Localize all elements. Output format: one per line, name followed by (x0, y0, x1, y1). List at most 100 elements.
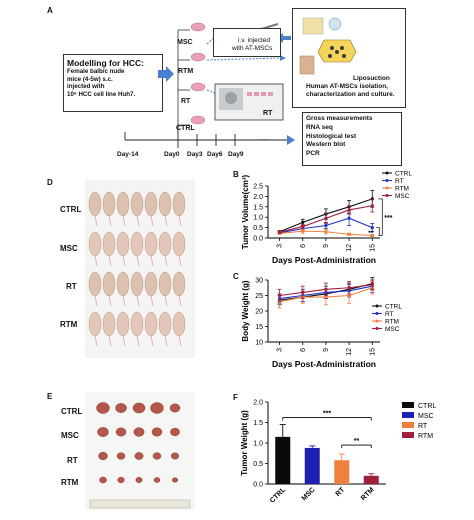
data-point (277, 293, 282, 298)
data-point (324, 230, 328, 234)
mouse-body (130, 271, 144, 297)
bar-ctrl (275, 436, 291, 484)
panel-letter-d: D (47, 178, 53, 187)
y-tick-label: 0.5 (253, 225, 263, 232)
bar-rt (334, 460, 350, 484)
tumor-sample (135, 477, 143, 483)
mouse-body (158, 271, 172, 297)
x-tick-label: 9 (323, 348, 330, 352)
mouse-tail (150, 255, 154, 267)
x-axis-label: Days Post-Administration (272, 359, 376, 369)
mouse-icon (190, 52, 206, 62)
x-tick-label: 6 (300, 348, 307, 352)
y-axis-label: Body Weight (g) (241, 280, 250, 342)
panel-letter-b: B (233, 170, 239, 179)
data-point (324, 295, 328, 299)
mouse-tail (136, 215, 140, 227)
arrow-to-analysis (287, 135, 295, 145)
data-point (347, 232, 351, 236)
tumor-sample (151, 427, 163, 437)
model-title: Modelling for HCC: (67, 58, 144, 68)
photo-label-ctrl: CTRL (60, 205, 82, 214)
mouse-body (88, 271, 102, 297)
data-point (347, 286, 351, 290)
y-axis-label: Tumor Volume(cm³) (241, 174, 250, 249)
mouse-tail (164, 215, 168, 227)
mouse-body (102, 231, 116, 257)
mouse-tail (122, 335, 126, 347)
timeline-day3: Day3 (187, 151, 203, 158)
analysis-item-0: Gross measurements (306, 115, 373, 122)
y-axis-label: Tumor Weight (g) (240, 410, 249, 476)
legend-label: MSC (385, 326, 400, 333)
significance-label: *** (323, 411, 331, 418)
y-tick-label: 0.5 (253, 461, 263, 468)
liposuction-image (299, 55, 315, 75)
mouse-tail (150, 295, 154, 307)
data-point (370, 204, 374, 208)
tumor-sample (152, 452, 162, 460)
mouse-icon (190, 115, 206, 125)
legend-label: MSC (418, 413, 434, 420)
tumor-label-ctrl: CTRL (61, 407, 83, 416)
y-tick-label: 2.0 (253, 400, 263, 407)
legend-label: RTM (418, 433, 433, 440)
mouse-body (102, 311, 116, 337)
mouse-body (102, 191, 116, 217)
x-tick-label: CTRL (269, 486, 288, 505)
lipo-text-1: Human AT-MSCs isolation, (306, 83, 388, 90)
significance-label: *** (384, 215, 392, 222)
mouse-body (130, 191, 144, 217)
y-tick-label: 15 (255, 324, 263, 331)
x-tick-label: RTM (360, 486, 376, 502)
mouse-tail (122, 255, 126, 267)
legend-label: RTM (385, 319, 399, 326)
legend-label: RT (395, 178, 404, 185)
mouse-icon (190, 82, 206, 92)
x-tick-label: 9 (323, 244, 330, 248)
tumor-sample (171, 477, 178, 483)
analysis-item-2: Histological test (306, 132, 357, 140)
y-tick-label: 2.5 (253, 184, 263, 191)
mouse-tail (94, 335, 98, 347)
photo-label-msc: MSC (60, 244, 78, 253)
panel-letter-a: A (47, 6, 53, 15)
data-point (347, 216, 351, 220)
group-label-rt: RT (181, 98, 191, 105)
liposuction-box (292, 8, 406, 108)
legend-label: CTRL (385, 304, 402, 311)
y-tick-label: 0.0 (253, 236, 263, 243)
significance-label: ** (368, 230, 374, 237)
x-tick-label: 12 (346, 348, 353, 356)
rtm-arrow (206, 57, 281, 61)
x-tick-label: 3 (277, 348, 284, 352)
timeline-ellipsis: ...... (258, 135, 270, 142)
mouse-body (102, 271, 116, 297)
legend-swatch (402, 402, 414, 408)
ruler-image (89, 499, 191, 509)
data-point (301, 290, 305, 294)
tumor-sample (99, 476, 107, 484)
mouse-tail (136, 255, 140, 267)
tumor-sample (115, 427, 127, 437)
tumor-sample (116, 452, 126, 460)
tumor-label-rtm: RTM (61, 478, 79, 487)
tumor-sample (170, 427, 180, 437)
mouse-body (88, 311, 102, 337)
mouse-body (144, 271, 158, 297)
tumor-sample (169, 403, 181, 413)
data-point (370, 283, 374, 287)
data-point (324, 223, 328, 228)
mouse-tail (178, 215, 182, 227)
legend-label: RT (385, 311, 394, 318)
tumor-sample (117, 476, 125, 484)
mouse-tail (94, 255, 98, 267)
timeline-day9: Day9 (228, 151, 244, 158)
mouse-tail (108, 295, 112, 307)
group-label-ctrl: CTRL (176, 125, 195, 132)
legend-marker (375, 312, 379, 315)
analysis-item-1: RNA seq (306, 123, 333, 131)
group-label-rtm: RTM (178, 68, 194, 75)
arrow-to-groups (158, 66, 174, 82)
data-point (277, 230, 282, 234)
